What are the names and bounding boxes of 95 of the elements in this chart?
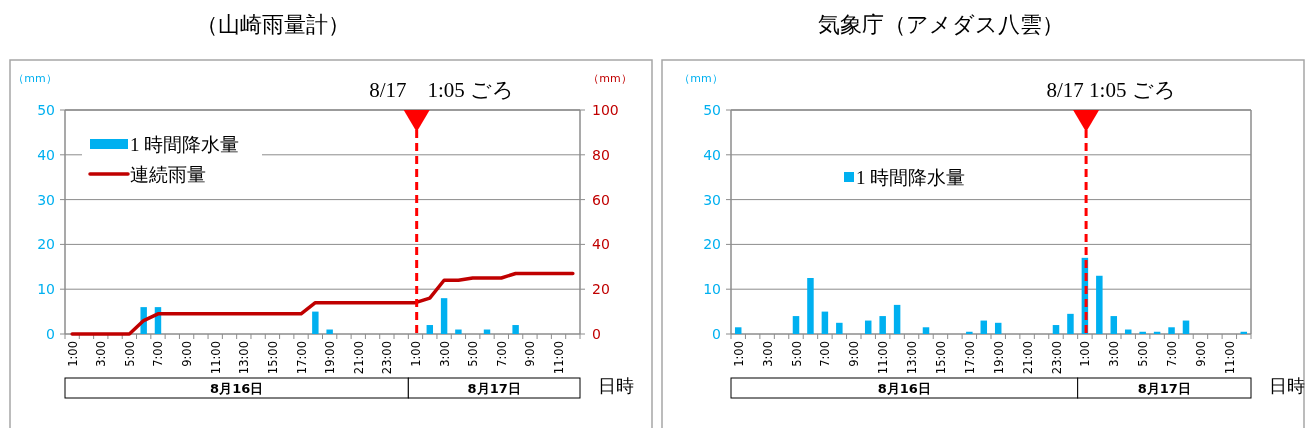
- bar: [807, 278, 814, 334]
- bar: [792, 316, 800, 334]
- bar: [893, 304, 901, 334]
- bar: [994, 322, 1002, 334]
- x-tick-label: 7:00: [1165, 341, 1180, 367]
- bar: [966, 331, 973, 334]
- bar: [1139, 331, 1146, 334]
- x-tick-label: 13:00: [905, 341, 920, 375]
- y-tick-label: 20: [703, 236, 721, 253]
- y2-tick-label: 40: [592, 236, 610, 253]
- x-tick-label: 19:00: [991, 341, 1006, 375]
- text: 8月17日: [467, 381, 521, 396]
- bar: [864, 320, 872, 334]
- y-tick-label: 50: [703, 102, 721, 118]
- bar: [426, 325, 434, 334]
- y2-tick-label: 100: [592, 102, 619, 118]
- x-axis-title: 日時: [598, 376, 634, 396]
- x-tick-label: 5:00: [466, 341, 481, 367]
- bar: [312, 311, 319, 334]
- text: 8月16日: [877, 381, 931, 396]
- bar: [512, 325, 519, 334]
- ref-line-label: 8/17 1:05 ごろ: [1046, 78, 1176, 102]
- text: 8月17日: [1137, 381, 1191, 396]
- x-axis-title: 日時: [1269, 376, 1305, 396]
- bar: [1096, 275, 1103, 334]
- bar: [836, 322, 843, 334]
- x-tick-label: 3:00: [760, 341, 775, 367]
- x-tick-label: 9:00: [523, 341, 538, 367]
- y-tick-label: 0: [46, 326, 55, 342]
- x-tick-label: 9:00: [1193, 341, 1208, 367]
- x-tick-label: 9:00: [180, 341, 195, 367]
- y2-axis-title: （mm）: [588, 72, 632, 85]
- x-tick-label: 5:00: [1136, 341, 1151, 367]
- bar: [980, 320, 988, 334]
- x-tick-label: 1:00: [731, 341, 746, 367]
- x-tick-label: 15:00: [933, 341, 948, 375]
- x-tick-label: 11:00: [208, 341, 223, 375]
- y-tick-label: 0: [712, 326, 721, 342]
- x-tick-label: 17:00: [962, 341, 977, 375]
- legend-label: 1 時間降水量: [130, 134, 240, 155]
- x-tick-label: 5:00: [789, 341, 804, 367]
- chart-title: 気象庁（アメダス八雲）: [818, 12, 1064, 37]
- x-tick-label: 13:00: [237, 341, 252, 375]
- text: 8月16日: [210, 381, 264, 396]
- bar: [455, 329, 462, 334]
- legend-label: 連続雨量: [130, 164, 206, 185]
- x-tick-label: 5:00: [122, 341, 137, 367]
- bar: [1182, 320, 1190, 334]
- y-tick-label: 50: [37, 102, 55, 118]
- bar: [326, 329, 333, 334]
- y-tick-label: 30: [37, 191, 55, 208]
- y2-tick-label: 60: [592, 191, 610, 208]
- bar: [922, 327, 930, 334]
- y2-tick-label: 20: [592, 281, 610, 298]
- x-tick-label: 15:00: [265, 341, 280, 375]
- y-axis-title: （mm）: [13, 72, 57, 85]
- bar: [440, 298, 448, 334]
- chart-title: （山崎雨量計）: [195, 12, 350, 37]
- y-tick-label: 40: [37, 146, 55, 163]
- x-tick-label: 7:00: [151, 341, 166, 367]
- y-tick-label: 10: [37, 281, 55, 298]
- x-tick-label: 7:00: [818, 341, 833, 367]
- legend-label: 1 時間降水量: [856, 167, 966, 188]
- x-tick-label: 21:00: [351, 341, 366, 375]
- x-tick-label: 23:00: [380, 341, 395, 375]
- x-tick-label: 1:00: [1078, 341, 1093, 367]
- x-tick-label: 17:00: [294, 341, 309, 375]
- ref-line-label: 8/17 1:05 ごろ: [369, 78, 515, 102]
- x-tick-label: 3:00: [437, 341, 452, 367]
- x-tick-label: 3:00: [94, 341, 109, 367]
- x-tick-label: 9:00: [847, 341, 862, 367]
- bar: [879, 316, 886, 334]
- y2-tick-label: 80: [592, 146, 610, 163]
- x-tick-label: 11:00: [1222, 341, 1237, 375]
- y-axis-title: （mm）: [679, 72, 723, 85]
- bar: [734, 327, 742, 334]
- x-tick-label: 19:00: [323, 341, 338, 375]
- bar: [1168, 327, 1175, 334]
- y-tick-label: 20: [37, 236, 55, 253]
- y-tick-label: 40: [703, 146, 721, 163]
- x-tick-label: 7:00: [494, 341, 509, 367]
- y-tick-label: 30: [703, 191, 721, 208]
- x-tick-label: 11:00: [876, 341, 891, 375]
- bar: [821, 311, 829, 334]
- x-tick-label: 3:00: [1107, 341, 1122, 367]
- x-tick-label: 1:00: [408, 341, 423, 367]
- y-tick-label: 10: [703, 281, 721, 298]
- x-tick-label: 1:00: [65, 341, 80, 367]
- bar: [1110, 316, 1118, 334]
- bar: [1067, 313, 1074, 334]
- bar: [1052, 325, 1060, 334]
- y2-tick-label: 0: [592, 326, 601, 342]
- x-tick-label: 23:00: [1049, 341, 1064, 375]
- x-tick-label: 21:00: [1020, 341, 1035, 375]
- x-tick-label: 11:00: [552, 341, 567, 375]
